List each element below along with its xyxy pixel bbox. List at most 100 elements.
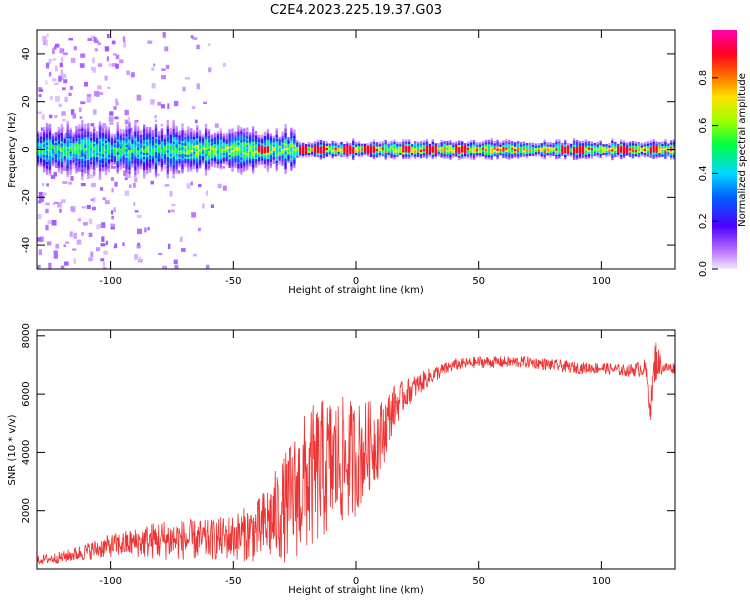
- spectrogram-cell: [148, 135, 152, 139]
- spectrogram-cell: [246, 136, 249, 139]
- spectrogram-speckle: [124, 177, 128, 181]
- spectrogram-cell: [84, 136, 87, 140]
- spectrogram-cell: [225, 137, 228, 140]
- spectrogram-cell: [145, 135, 149, 138]
- spectrogram-cell: [196, 161, 199, 165]
- spectrogram-speckle: [133, 202, 136, 206]
- spectrogram-cell: [260, 143, 264, 146]
- spectrogram-cell: [92, 132, 96, 136]
- spectrogram-cell: [602, 152, 605, 156]
- spectrogram-cell: [101, 134, 105, 138]
- spectrogram-cell: [75, 153, 78, 157]
- spectrogram-cell: [231, 154, 234, 157]
- spectrogram-cell: [555, 150, 558, 153]
- spectrogram-cell: [322, 147, 326, 150]
- spectrogram-cell: [198, 149, 202, 152]
- spectrogram-speckle: [83, 81, 89, 87]
- spectrogram-cell: [237, 125, 240, 128]
- spectrogram-cell: [478, 155, 482, 158]
- spectrogram-cell: [316, 152, 320, 156]
- snr-y-tick-label: 2000: [21, 498, 32, 523]
- spectrogram-speckle: [196, 83, 201, 90]
- spectrogram-cell: [475, 144, 479, 147]
- spectrogram-cell: [213, 135, 217, 138]
- spectrogram-cell: [145, 171, 149, 175]
- spectrogram-cell: [587, 153, 591, 157]
- spectrogram-cell: [251, 126, 255, 129]
- spectrogram-cell: [637, 152, 641, 156]
- spectrogram-cell: [45, 140, 49, 143]
- spectrogram-cell: [508, 146, 511, 149]
- snr-y-axis-title: SNR (10 * v/v): [7, 414, 18, 485]
- spectrogram-cell: [181, 168, 184, 172]
- spectrogram-cell: [39, 134, 43, 137]
- spectrogram-cell: [98, 149, 102, 152]
- spectrogram-cell: [528, 153, 532, 156]
- spectrogram-cell: [293, 144, 296, 147]
- spectrogram-cell: [66, 129, 69, 132]
- spectrogram-cell: [184, 158, 187, 161]
- spectrogram-speckle: [96, 224, 101, 230]
- spectrogram-cell: [410, 154, 414, 158]
- spectrogram-cell: [519, 146, 523, 149]
- spectrogram-speckle: [192, 253, 198, 257]
- spectrogram-speckle: [45, 80, 48, 85]
- spectrogram-cell: [213, 165, 217, 168]
- spectrogram-cell: [514, 144, 517, 147]
- spectrogram-cell: [249, 138, 252, 142]
- spectrogram-cell: [502, 140, 505, 144]
- spectrogram-cell: [614, 148, 617, 151]
- spectrogram-cell: [257, 145, 261, 149]
- spectrogram-cell: [646, 154, 649, 157]
- spectrogram-cell: [125, 157, 128, 161]
- spectrogram-cell: [137, 132, 140, 136]
- spectrogram-cell: [128, 152, 131, 155]
- spectrogram-cell: [502, 142, 505, 146]
- spectrogram-cell: [549, 150, 552, 154]
- spectrogram-cell: [275, 166, 278, 170]
- spectrogram-cell: [87, 176, 90, 180]
- spectrogram-cell: [352, 151, 355, 154]
- spectrogram-cell: [143, 174, 146, 177]
- colorbar-tick-label: 0.8: [698, 70, 709, 86]
- spectrogram-cell: [263, 144, 267, 147]
- spectrogram-cell: [157, 135, 161, 138]
- spectrogram-speckle: [68, 92, 72, 97]
- spectrogram-cell: [254, 156, 258, 160]
- spectrogram-cell: [408, 143, 411, 147]
- spectrogram-cell: [355, 146, 358, 149]
- spectrogram-cell: [413, 149, 417, 153]
- spectrogram-cell: [302, 155, 305, 159]
- spectrogram-cell: [181, 134, 184, 137]
- spectrogram-cell: [166, 126, 169, 129]
- spectrogram-cell: [269, 144, 273, 147]
- spectrogram-cell: [269, 146, 273, 149]
- spectrogram-cell: [463, 153, 467, 157]
- spectrogram-cell: [472, 152, 476, 156]
- spectrogram-cell: [84, 166, 87, 170]
- spectrogram-cell: [405, 147, 408, 151]
- spectrogram-cell: [316, 139, 320, 143]
- spectrogram-speckle: [49, 95, 53, 101]
- spectrogram-speckle: [163, 165, 166, 170]
- spectrogram-cell: [275, 156, 278, 159]
- spectrogram-cell: [631, 145, 635, 148]
- spectrogram-cell: [508, 156, 511, 160]
- spectrogram-cell: [39, 140, 43, 144]
- spectrogram-cell: [266, 148, 270, 151]
- spectrogram-cell: [222, 140, 225, 143]
- spectrogram-cell: [216, 131, 220, 134]
- spectrogram-cell: [393, 146, 396, 149]
- spectrogram-cell: [590, 147, 593, 151]
- spectrogram-speckle: [79, 116, 83, 119]
- spectrogram-cell: [511, 151, 514, 155]
- spectrogram-cell: [78, 137, 81, 140]
- spectrogram-cell: [625, 142, 629, 145]
- spectrogram-cell: [387, 146, 390, 149]
- spectrogram-cell: [307, 148, 311, 151]
- spectrogram-cell: [128, 149, 131, 153]
- spectrogram-cell: [552, 144, 555, 148]
- spectrogram-speckle: [37, 237, 42, 242]
- spectrogram-speckle: [210, 204, 215, 209]
- spectrogram-cell: [172, 126, 175, 129]
